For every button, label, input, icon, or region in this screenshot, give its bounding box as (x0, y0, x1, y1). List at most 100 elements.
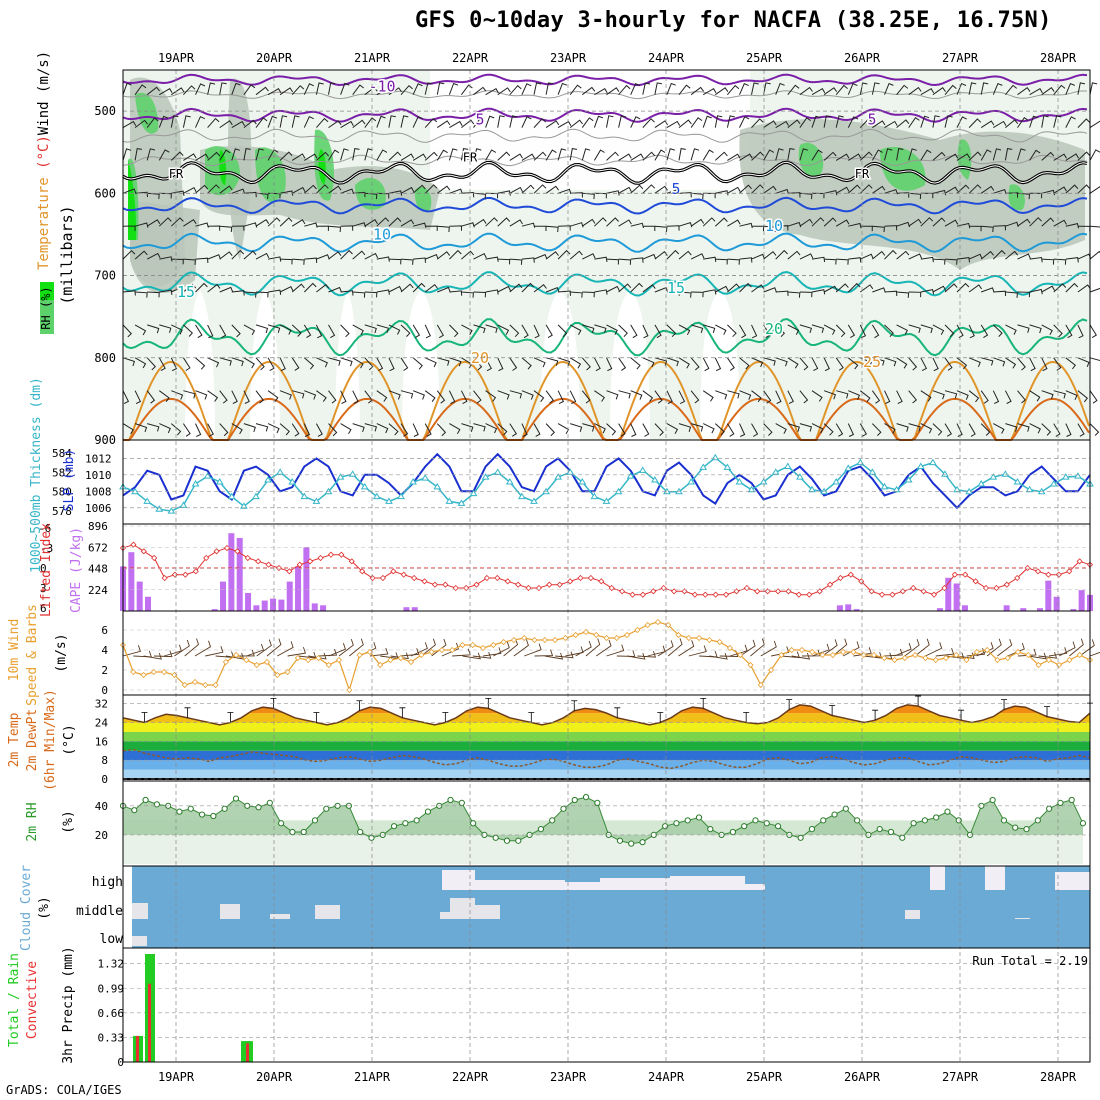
wind-barb (1065, 153, 1080, 161)
wind-barb (630, 390, 643, 400)
wind-barb (545, 149, 557, 161)
wind-speed-marker (263, 658, 271, 666)
wind-barb (1017, 357, 1026, 371)
wind-barb (666, 148, 675, 161)
cloud-gap-high (600, 878, 670, 890)
wind-barb (303, 184, 317, 194)
wind-barb (823, 217, 837, 227)
wind-barb (424, 184, 438, 194)
wind-barb (751, 151, 764, 161)
wind-barb (207, 254, 221, 260)
wind-barb (509, 153, 523, 161)
wind-speed-marker (809, 648, 816, 656)
wind-barb-10m (688, 645, 707, 657)
isotherm-minus5 (122, 107, 1088, 123)
cloud-gap-high (745, 884, 765, 890)
thickness-marker (312, 497, 321, 504)
thickness-marker (650, 476, 659, 483)
wind-barb (207, 151, 221, 161)
thickness-marker (759, 478, 768, 485)
lifted-index-marker (130, 541, 137, 548)
rh2m-marker (876, 825, 883, 833)
wind-barb (980, 390, 989, 404)
precip-conv-bar (148, 983, 151, 1062)
wind-barb-10m (904, 638, 920, 657)
wind-barb (255, 423, 269, 432)
rh2m-marker (1079, 820, 1087, 827)
wind-barb (376, 192, 390, 199)
wind-barb (1017, 253, 1031, 260)
thickness-marker (578, 478, 587, 485)
wind-barb (328, 390, 337, 404)
wind-barb (255, 219, 270, 227)
cape-bar (270, 598, 277, 611)
wind-barb (1089, 250, 1100, 260)
wind-barb (122, 357, 136, 367)
temp-minmax-bar (657, 712, 664, 723)
wind-barb (449, 249, 462, 260)
wind-barb-10m (925, 642, 943, 657)
rh2m-marker (131, 807, 138, 814)
wind-barb (352, 291, 366, 298)
wind-barb (1053, 115, 1062, 128)
wind-barb (920, 149, 932, 161)
wind-barb (545, 185, 560, 194)
wind-barb (449, 290, 463, 296)
wind-barb (884, 120, 898, 129)
wind-speed-marker (305, 656, 312, 664)
wind-barb (799, 390, 809, 404)
wind-barb (1017, 117, 1029, 128)
wind-barb (799, 86, 813, 96)
thickness-marker (638, 466, 647, 473)
li-tick-label: 0 (40, 562, 47, 575)
wind-barb (860, 253, 874, 260)
wind-barb (376, 357, 384, 372)
wind-barb (763, 225, 777, 233)
lifted-index-marker (338, 551, 345, 558)
wind-barb (509, 324, 520, 338)
wind-barb-10m (349, 638, 364, 657)
wind-barb (485, 390, 497, 402)
wind-barb (316, 184, 329, 194)
dewpt-axis-label: 2m DewPt (25, 709, 40, 772)
wind-barb (412, 83, 423, 95)
cape-tick-label: 672 (88, 541, 108, 554)
wind-speed-marker (624, 631, 631, 639)
lifted-index-marker (774, 588, 782, 595)
wind-barb (872, 423, 882, 436)
wind-barb (219, 120, 233, 129)
wind-barb (968, 357, 981, 367)
wind-barb (376, 256, 390, 262)
wind-barb (557, 249, 571, 260)
wind-barb (992, 82, 1003, 95)
wind-barb (376, 390, 388, 402)
wind-barb (122, 290, 136, 296)
rh2m-marker (820, 817, 827, 824)
wind-barb (884, 324, 894, 338)
thickness-marker (191, 479, 200, 487)
wind-barb (1089, 82, 1098, 95)
wind-barb (594, 390, 605, 402)
rh2m-marker (808, 825, 816, 833)
wind-barb (473, 357, 483, 371)
slp-tick-label: 1010 (85, 469, 112, 482)
wind-barb (714, 357, 722, 372)
rh2m-tick-label: 20 (95, 829, 108, 842)
wind-barb (291, 153, 306, 161)
wind-barb-10m (884, 648, 903, 657)
credit-text: GrADS: COLA/IGES (6, 1083, 122, 1097)
wind-barb (255, 148, 264, 161)
wind-barb (980, 120, 995, 129)
wind-barb (328, 251, 342, 260)
wind-barb (908, 218, 922, 227)
wind-barb (255, 357, 265, 371)
bottom-day-label: 21APR (354, 1070, 391, 1084)
isotherm-label: 5 (671, 180, 680, 198)
bottom-day-label: 28APR (1040, 1070, 1077, 1084)
wind-barb (872, 250, 886, 260)
wind-speed-marker (469, 641, 476, 649)
lifted-index-marker (286, 568, 293, 575)
thickness-marker (783, 462, 792, 469)
wind-barb (545, 390, 554, 404)
rh2m-marker (955, 817, 962, 824)
